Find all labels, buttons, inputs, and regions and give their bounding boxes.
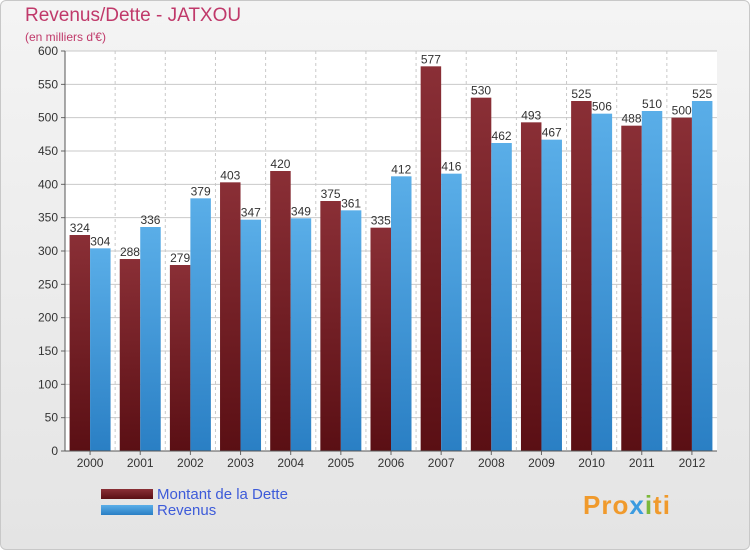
bar-dette [270,171,291,451]
bar-dette [119,259,141,451]
data-label-dette: 500 [672,104,692,118]
bar-revenus [441,173,462,451]
y-tick-label: 450 [38,144,58,158]
bar-dette [621,125,642,452]
bar-dette [420,66,442,451]
legend-swatch-dette [101,489,153,499]
bar-revenus [190,198,211,451]
bar-revenus [541,139,562,451]
data-label-dette: 324 [70,221,90,235]
x-tick-label: 2002 [177,456,204,470]
data-label-dette: 375 [321,187,341,201]
data-label-revenus: 379 [191,184,211,198]
y-tick-label: 50 [45,411,59,425]
x-tick-label: 2007 [428,456,455,470]
bar-revenus [140,227,161,451]
data-label-revenus: 361 [341,196,361,210]
y-tick-label: 200 [38,311,58,325]
bar-dette [470,97,492,452]
proxiti-logo: Proxiti [583,490,671,520]
chart-subtitle: (en milliers d'€) [25,30,106,44]
bar-dette [370,227,391,451]
labels: 0501001502002503003504004505005506003243… [38,44,713,470]
x-tick-label: 2006 [378,456,405,470]
y-tick-label: 350 [38,211,58,225]
x-tick-label: 2011 [629,456,655,470]
y-tick-label: 600 [38,44,58,58]
y-tick-label: 500 [38,111,58,125]
x-tick-label: 2003 [227,456,254,470]
x-tick-label: 2000 [77,456,104,470]
bar-dette [220,182,241,452]
chart-title: Revenus/Dette - JATXOU [25,5,242,26]
y-tick-label: 150 [38,344,58,358]
bar-revenus [391,176,412,452]
data-label-dette: 335 [371,214,391,228]
y-tick-label: 250 [38,277,58,291]
data-label-revenus: 506 [592,100,612,114]
data-label-revenus: 349 [291,204,311,218]
bar-revenus [591,113,613,452]
data-label-dette: 403 [220,168,240,182]
data-label-revenus: 462 [492,129,512,143]
y-tick-label: 400 [38,177,58,191]
bar-dette [571,101,592,451]
data-label-dette: 577 [421,52,441,66]
data-label-revenus: 525 [692,87,712,101]
legend-swatch-revenus [101,505,153,515]
data-label-revenus: 304 [90,234,110,248]
x-tick-label: 2012 [679,456,706,470]
bar-revenus [90,248,111,451]
axes [61,50,717,455]
bar-revenus [691,101,713,451]
bar-revenus [340,210,362,451]
data-label-dette: 488 [622,112,642,126]
bar-revenus [290,218,312,451]
bar-dette [671,117,692,452]
data-label-revenus: 416 [441,160,461,174]
bar-dette [320,201,341,451]
x-tick-label: 2008 [478,456,505,470]
data-label-revenus: 467 [542,126,562,140]
y-tick-label: 100 [38,377,58,391]
bar-dette [69,235,91,451]
bars [69,66,713,452]
legend-label-dette: Montant de la Dette [157,486,288,503]
data-label-dette: 288 [120,245,140,259]
data-label-revenus: 510 [642,97,662,111]
x-tick-label: 2004 [277,456,304,470]
data-label-dette: 493 [521,108,541,122]
data-label-dette: 279 [170,251,190,265]
x-tick-label: 2010 [578,456,605,470]
y-tick-label: 300 [38,244,58,258]
data-label-dette: 420 [270,157,290,171]
bar-revenus [641,111,663,451]
y-tick-label: 0 [51,444,58,458]
x-tick-label: 2001 [127,456,154,470]
bar-revenus [240,219,262,451]
data-label-dette: 525 [571,87,591,101]
bar-dette [520,122,542,451]
bar-revenus [491,143,512,451]
data-label-revenus: 347 [241,206,261,220]
x-tick-label: 2009 [528,456,555,470]
x-tick-label: 2005 [327,456,354,470]
y-tick-label: 550 [38,77,58,91]
legend-label-revenus: Revenus [157,502,217,519]
data-label-revenus: 336 [140,213,160,227]
bar-dette [169,265,191,451]
data-label-dette: 530 [471,84,491,98]
data-label-revenus: 412 [391,162,411,176]
